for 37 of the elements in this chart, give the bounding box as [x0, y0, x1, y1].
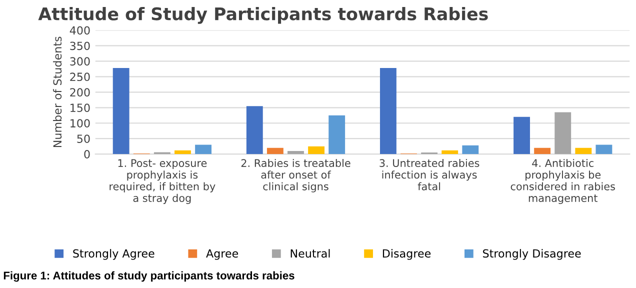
- bar: [328, 115, 346, 154]
- bar: [174, 150, 191, 154]
- y-tick-label: 50: [77, 134, 90, 143]
- bar: [195, 144, 212, 154]
- bar: [308, 146, 325, 154]
- y-axis-title: Number of Students: [53, 36, 62, 148]
- bar: [534, 148, 551, 154]
- legend-label: Strongly Disagree: [482, 249, 581, 260]
- bar: [246, 106, 263, 154]
- caption: Figure 1: Attitudes of study participants towards rabies: [4, 271, 294, 282]
- y-tick-label: 250: [70, 72, 90, 82]
- bar: [442, 150, 458, 154]
- y-tick-label: 350: [70, 42, 90, 50]
- x-tick-label: 2. Rabies is treatable after onset of clinical signs: [241, 158, 350, 192]
- y-tick-label: 300: [70, 57, 90, 66]
- bar: [112, 68, 130, 154]
- y-tick-label: 100: [70, 119, 90, 128]
- y-tick-label: 200: [70, 88, 90, 97]
- legend-label: Neutral: [290, 249, 330, 258]
- legend-label: Agree: [206, 249, 238, 260]
- x-tick-label: 1. Post- exposure prophylaxis is required, if bitten by a stray dog: [110, 159, 216, 204]
- bar: [380, 68, 396, 154]
- legend-label: Disagree: [382, 249, 431, 260]
- y-tick-label: 150: [70, 104, 90, 112]
- bar: [288, 150, 304, 154]
- y-tick-label: 400: [70, 26, 90, 35]
- x-tick-label: 4. Antibiotic prophylaxis be considered in rabies management: [510, 158, 615, 204]
- bar: [554, 112, 572, 154]
- x-tick-label: 3. Untreated rabies infection is always fatal: [380, 158, 480, 190]
- bar: [575, 148, 592, 154]
- bar: [266, 148, 284, 154]
- bar: [462, 145, 479, 154]
- bar: [596, 144, 612, 154]
- y-tick-label: 0: [84, 150, 90, 158]
- legend-label: Strongly Agree: [73, 249, 154, 260]
- bar: [514, 116, 530, 154]
- chart-title: Attitude of Study Participants towards Rabies: [38, 6, 488, 24]
